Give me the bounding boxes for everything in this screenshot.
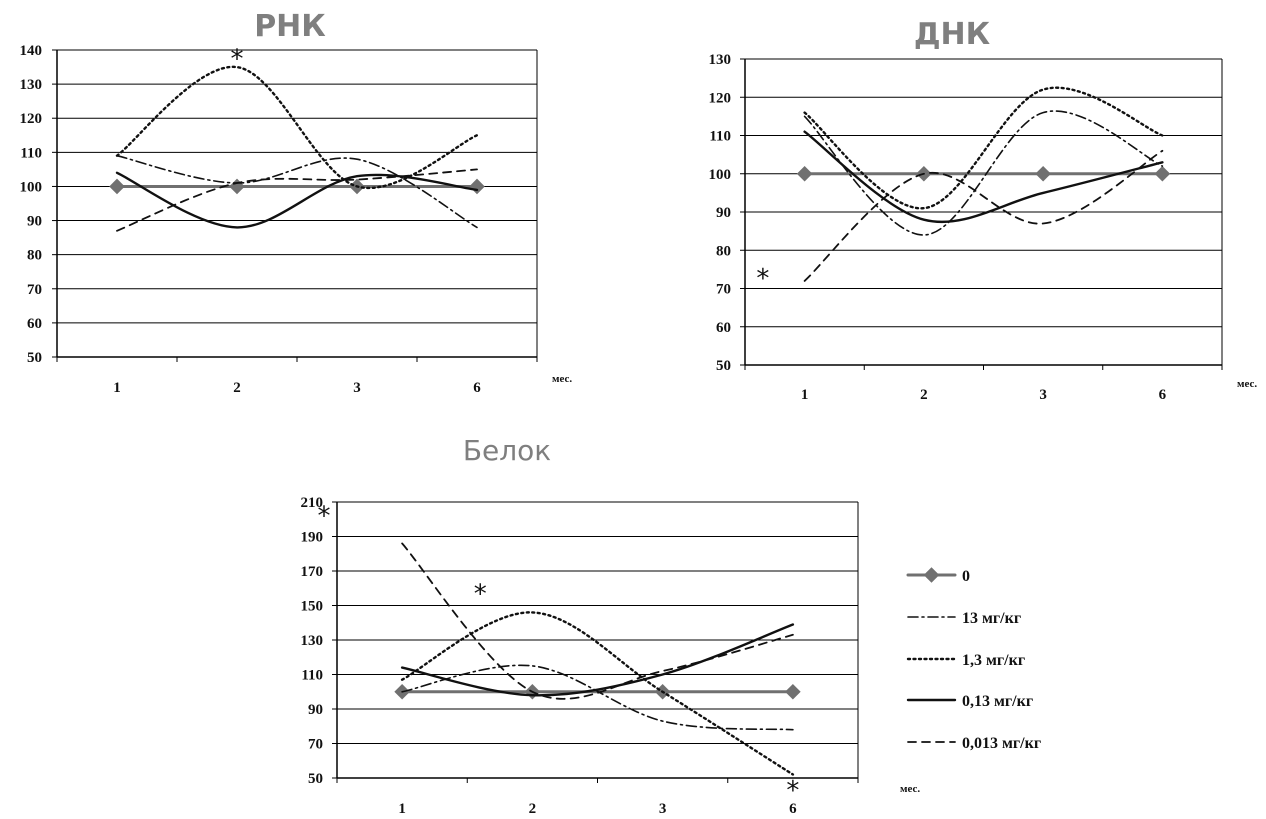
x-tick-label: 6 [473, 380, 481, 396]
series-line [401, 664, 794, 731]
y-tick-label: 110 [301, 668, 323, 684]
series-line [115, 171, 479, 229]
y-tick-label: 70 [308, 737, 323, 753]
significance-asterisk: * [231, 44, 244, 74]
x-tick-label: 2 [920, 387, 928, 403]
x-unit-label: мес. [1237, 378, 1257, 390]
series-line [803, 86, 1164, 210]
series-marker [796, 165, 813, 182]
legend-marker [923, 567, 940, 583]
y-tick-label: 90 [716, 205, 731, 221]
significance-asterisk: * [756, 264, 769, 294]
y-tick-label: 80 [716, 243, 731, 259]
x-unit-label: мес. [900, 783, 920, 795]
y-tick-label: 80 [27, 248, 42, 264]
y-tick-label: 90 [308, 702, 323, 718]
y-tick-label: 110 [709, 129, 731, 145]
chart-title: РНК [254, 9, 326, 44]
series-line [803, 130, 1164, 224]
y-tick-label: 50 [27, 350, 42, 366]
legend-item: 0,013 мг/кг [907, 735, 1041, 752]
series-marker [1154, 165, 1171, 182]
series-marker [785, 683, 801, 700]
y-tick-label: 130 [709, 52, 732, 68]
y-tick-label: 70 [27, 282, 42, 298]
legend: 0 13 мг/кг 1,3 мг/кг 0,13 мг/кг 0,013 мг/кг [906, 567, 1041, 752]
x-tick-label: 3 [1039, 387, 1047, 403]
legend-item: 0,13 мг/кг [906, 693, 1033, 710]
chart-title: Белок [463, 434, 551, 467]
y-tick-label: 120 [20, 111, 43, 127]
chart-title: ДНК [914, 17, 991, 52]
legend-label: 0,13 мг/кг [962, 693, 1033, 710]
series-line [116, 168, 478, 232]
y-tick-label: 50 [308, 771, 323, 787]
x-tick-label: 6 [789, 801, 797, 817]
y-tick-label: 60 [27, 316, 42, 332]
x-tick-label: 1 [113, 380, 121, 396]
x-tick-label: 3 [659, 801, 667, 817]
series-line [803, 110, 1164, 236]
series-marker [109, 178, 125, 195]
y-tick-label: 130 [301, 633, 324, 649]
legend-label: 0 [962, 568, 970, 585]
y-tick-label: 170 [301, 564, 324, 580]
y-tick-label: 100 [709, 167, 732, 183]
y-tick-label: 70 [716, 282, 731, 298]
legend-item: 0 [906, 567, 970, 585]
chart-rnk: РНК 50 60 70 80 90 100 110 120 130 140 1 2 3 6 мес. * [20, 9, 573, 396]
legend-item: 13 мг/кг [907, 610, 1021, 627]
series-line [400, 611, 795, 776]
y-tick-label: 150 [301, 599, 324, 615]
y-tick-label: 140 [20, 43, 43, 59]
x-tick-label: 2 [529, 801, 537, 817]
y-tick-label: 190 [301, 530, 324, 546]
series-marker [229, 178, 245, 195]
legend-item: 1,3 мг/кг [906, 652, 1025, 669]
x-tick-label: 1 [398, 801, 406, 817]
x-unit-label: мес. [552, 373, 572, 385]
x-tick-label: 2 [233, 380, 241, 396]
x-tick-label: 1 [801, 387, 809, 403]
series-line [116, 154, 478, 229]
y-tick-label: 90 [27, 214, 42, 230]
y-tick-label: 110 [20, 145, 42, 161]
x-tick-label: 6 [1159, 387, 1167, 403]
series-marker [469, 178, 485, 195]
y-tick-label: 60 [716, 320, 731, 336]
y-tick-label: 210 [301, 495, 324, 511]
y-tick-label: 120 [709, 90, 732, 106]
series-line [115, 65, 479, 190]
significance-asterisk: * [317, 502, 330, 532]
y-tick-label: 50 [716, 358, 731, 374]
significance-asterisk: * [474, 579, 487, 609]
x-tick-label: 3 [353, 380, 361, 396]
legend-label: 13 мг/кг [962, 610, 1021, 627]
chart-belok: Белок 50 70 90 110 130 150 170 190 210 1 2 3 6 мес. * * * [301, 434, 921, 817]
significance-asterisk: * [786, 776, 799, 806]
y-tick-label: 130 [20, 77, 43, 93]
y-tick-label: 100 [20, 179, 43, 195]
series-marker [1035, 165, 1051, 182]
series-line [803, 149, 1164, 282]
legend-label: 1,3 мг/кг [962, 652, 1025, 669]
series-line [400, 623, 795, 697]
legend-label: 0,013 мг/кг [962, 735, 1041, 752]
chart-dnk: ДНК 50 60 70 80 90 100 110 120 130 1 2 3 6 мес. * [709, 17, 1258, 403]
